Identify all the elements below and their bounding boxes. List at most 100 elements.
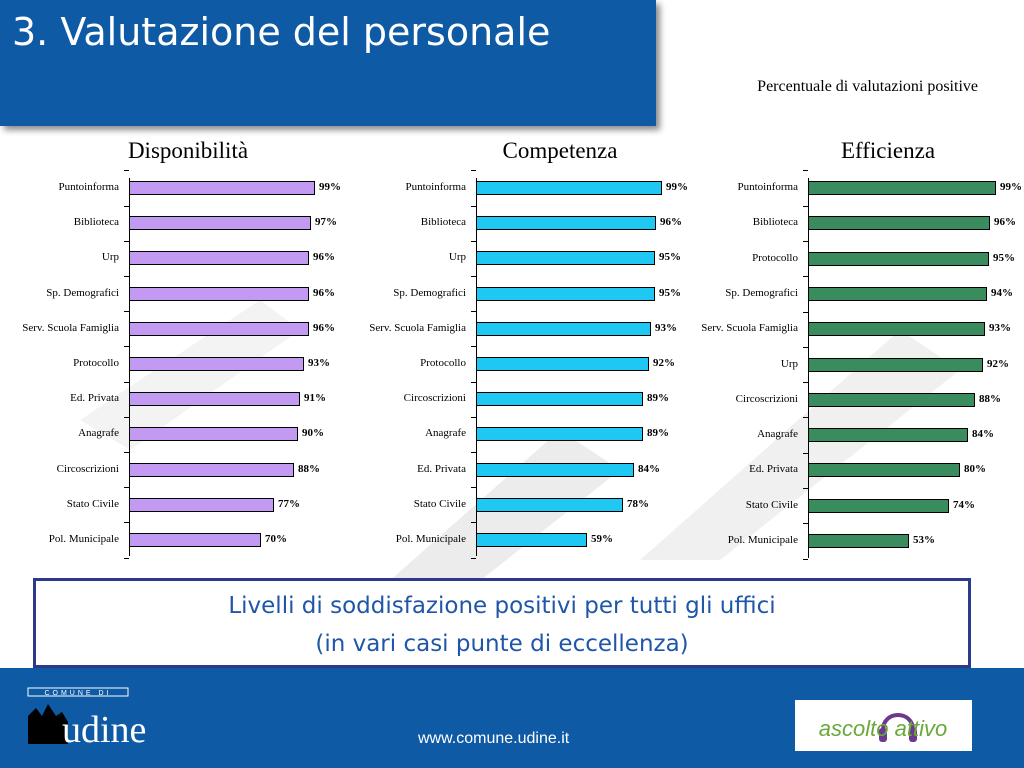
value-label-urp: 96%	[313, 251, 335, 263]
category-label-sp-demografici: Sp. Demografici	[725, 287, 798, 299]
value-label-stato-civile: 74%	[953, 499, 975, 511]
value-label-biblioteca: 97%	[315, 216, 337, 228]
category-label-biblioteca: Biblioteca	[420, 216, 466, 228]
bar-protocollo	[129, 357, 304, 371]
value-label-anagrafe: 90%	[302, 427, 324, 439]
axis-tick	[124, 346, 129, 347]
axis-tick	[803, 206, 808, 207]
bar-anagrafe	[476, 427, 643, 441]
value-label-circoscrizioni: 88%	[979, 393, 1001, 405]
axis-tick	[471, 558, 476, 559]
value-label-serv-scuola-famiglia: 93%	[655, 322, 677, 334]
category-label-puntoinforma: Puntoinforma	[405, 181, 467, 193]
axis-tick	[471, 522, 476, 523]
value-label-anagrafe: 89%	[647, 427, 669, 439]
value-label-serv-scuola-famiglia: 96%	[313, 322, 335, 334]
value-label-protocollo: 95%	[993, 252, 1015, 264]
category-label-puntoinforma: Puntoinforma	[58, 181, 120, 193]
bar-protocollo	[476, 357, 649, 371]
value-label-puntoinforma: 99%	[666, 181, 688, 193]
axis-tick	[471, 206, 476, 207]
category-label-sp-demografici: Sp. Demografici	[393, 287, 466, 299]
chart-disponibilita: Disponibilità Puntoinforma 99% Biblioteca 97…	[0, 138, 350, 559]
value-label-biblioteca: 96%	[660, 216, 682, 228]
category-label-biblioteca: Biblioteca	[752, 216, 798, 228]
axis-tick	[124, 241, 129, 242]
chart-subtitle: Percentuale di valutazioni positive	[757, 78, 978, 95]
category-label-protocollo: Protocollo	[420, 357, 466, 369]
bar-circoscrizioni	[129, 463, 294, 477]
chart-efficienza: Efficienza Puntoinforma 99% Biblioteca 96% Pr…	[685, 138, 1024, 560]
category-label-puntoinforma: Puntoinforma	[737, 181, 799, 193]
bar-serv-scuola-famiglia	[129, 322, 309, 336]
axis-tick	[803, 559, 808, 560]
value-label-protocollo: 93%	[308, 357, 330, 369]
ascolto-attivo-logo: ascolto attivo	[795, 700, 972, 751]
axis-tick	[803, 382, 808, 383]
axis-tick	[471, 241, 476, 242]
bar-urp	[808, 358, 983, 372]
bar-biblioteca	[808, 216, 990, 230]
category-label-circoscrizioni: Circoscrizioni	[56, 463, 119, 475]
category-label-circoscrizioni: Circoscrizioni	[735, 393, 798, 405]
category-label-urp: Urp	[101, 251, 119, 263]
bar-puntoinforma	[808, 181, 996, 195]
bar-anagrafe	[129, 427, 298, 441]
axis-tick	[124, 487, 129, 488]
axis-tick	[124, 276, 129, 277]
bar-ed-privata	[808, 463, 960, 477]
value-label-puntoinforma: 99%	[319, 181, 341, 193]
axis-tick	[803, 241, 808, 242]
category-label-stato-civile: Stato Civile	[66, 498, 119, 510]
value-label-circoscrizioni: 89%	[647, 392, 669, 404]
category-label-ed-privata: Ed. Privata	[70, 392, 119, 404]
axis-tick	[471, 417, 476, 418]
category-label-anagrafe: Anagrafe	[425, 427, 466, 439]
value-label-pol-municipale: 53%	[913, 534, 935, 546]
category-label-pol-municipale: Pol. Municipale	[48, 533, 119, 545]
value-label-sp-demografici: 95%	[659, 287, 681, 299]
website-url[interactable]: www.comune.udine.it	[418, 730, 570, 747]
bar-biblioteca	[476, 216, 656, 230]
bar-serv-scuola-famiglia	[808, 322, 985, 336]
value-label-stato-civile: 77%	[278, 498, 300, 510]
category-label-biblioteca: Biblioteca	[73, 216, 119, 228]
value-label-sp-demografici: 96%	[313, 287, 335, 299]
category-label-serv-scuola-famiglia: Serv. Scuola Famiglia	[22, 322, 119, 334]
chart-competenza: Competenza Puntoinforma 99% Biblioteca 96% Ur…	[350, 138, 700, 559]
value-label-sp-demografici: 94%	[991, 287, 1013, 299]
bar-urp	[476, 251, 655, 265]
category-label-anagrafe: Anagrafe	[78, 427, 119, 439]
conclusion-box: Livelli di soddisfazione positivi per tu…	[33, 578, 971, 668]
axis-tick	[124, 170, 129, 171]
value-label-circoscrizioni: 88%	[298, 463, 320, 475]
category-label-anagrafe: Anagrafe	[757, 428, 798, 440]
axis-tick	[471, 311, 476, 312]
axis-tick	[803, 523, 808, 524]
bar-ed-privata	[476, 463, 634, 477]
category-label-urp: Urp	[780, 358, 798, 370]
bar-pol-municipale	[129, 533, 261, 547]
axis-tick	[471, 487, 476, 488]
category-label-stato-civile: Stato Civile	[745, 499, 798, 511]
category-label-urp: Urp	[448, 251, 466, 263]
category-label-ed-privata: Ed. Privata	[749, 463, 798, 475]
value-label-urp: 95%	[659, 251, 681, 263]
axis-tick	[124, 452, 129, 453]
bar-stato-civile	[808, 499, 949, 513]
axis-tick	[803, 488, 808, 489]
axis-tick	[803, 170, 808, 171]
axis-tick	[471, 452, 476, 453]
bar-sp-demografici	[808, 287, 987, 301]
axis-tick	[803, 453, 808, 454]
bar-stato-civile	[476, 498, 623, 512]
axis-tick	[471, 382, 476, 383]
logo-right-text: ascolto attivo	[819, 716, 947, 741]
category-label-sp-demografici: Sp. Demografici	[46, 287, 119, 299]
value-label-pol-municipale: 59%	[591, 533, 613, 545]
axis-tick	[124, 417, 129, 418]
axis-tick	[124, 522, 129, 523]
value-label-stato-civile: 78%	[627, 498, 649, 510]
axis-tick	[471, 170, 476, 171]
conclusion-line-1: Livelli di soddisfazione positivi per tu…	[228, 593, 776, 619]
